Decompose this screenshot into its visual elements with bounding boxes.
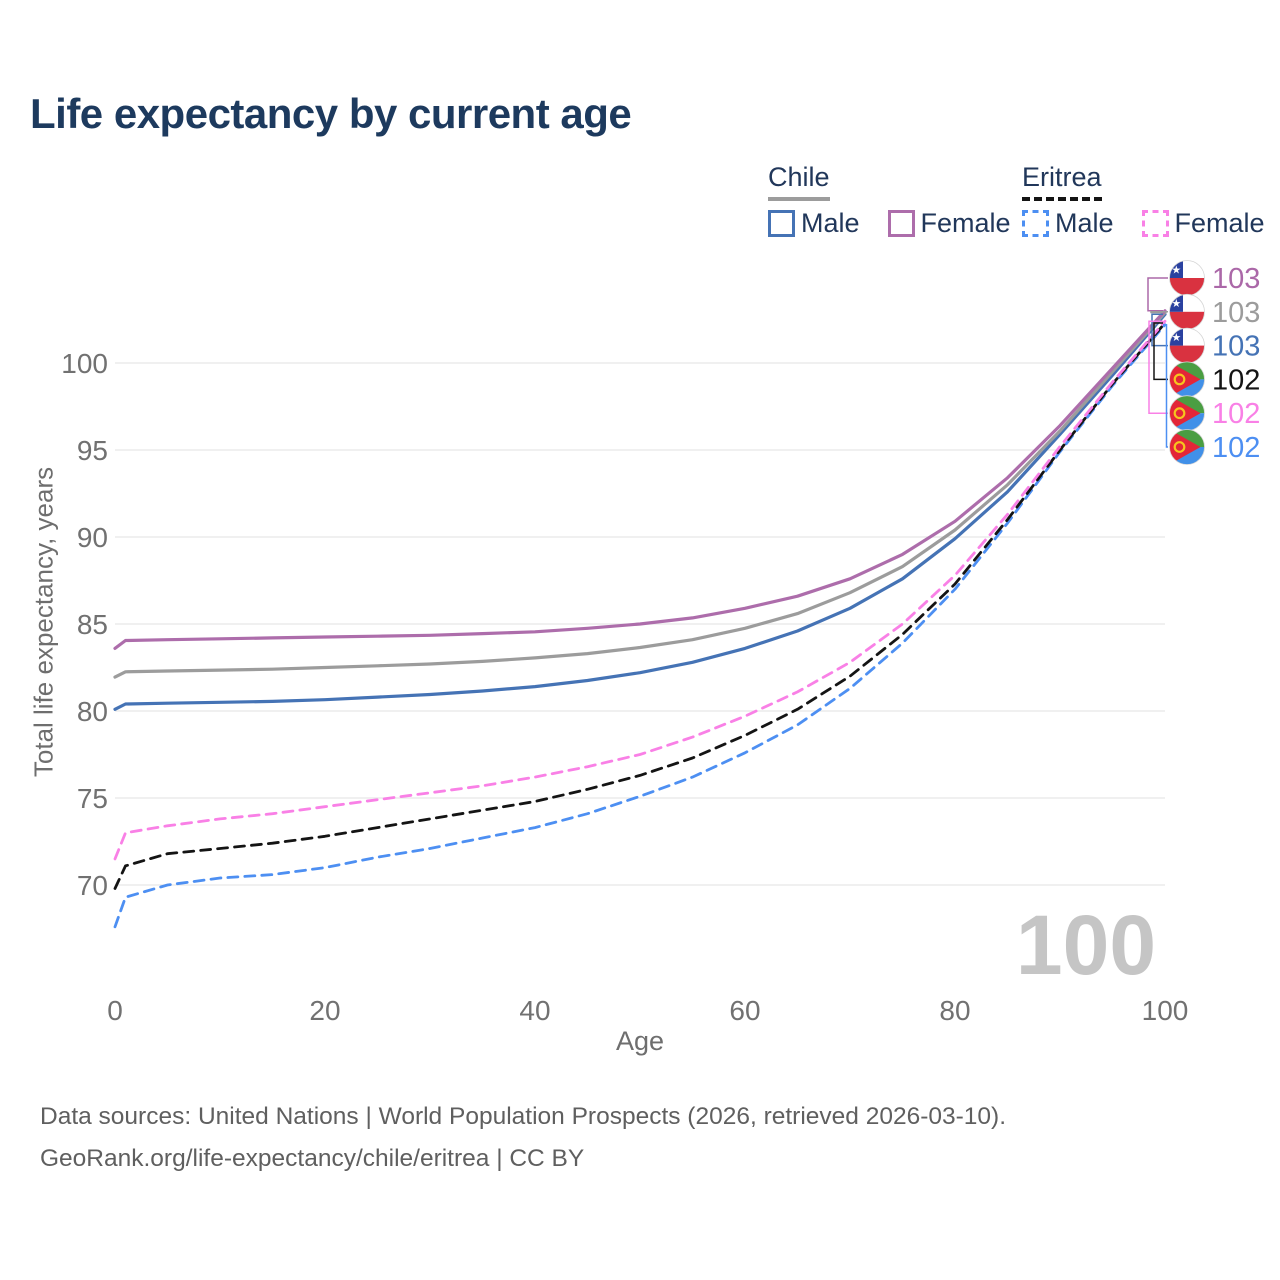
- label-leader-line: [1148, 320, 1168, 414]
- chile-flag-icon: ★: [1169, 260, 1205, 296]
- x-tick-label: 0: [107, 995, 123, 1026]
- y-tick-label: 70: [77, 870, 108, 901]
- y-tick-label: 80: [77, 696, 108, 727]
- series-line-eritrea[interactable]: [113, 321, 1167, 890]
- end-value-label: 103: [1212, 297, 1260, 329]
- legend-item-eritrea-female[interactable]: Female: [1141, 208, 1265, 239]
- chile-male-swatch-icon: [768, 210, 795, 237]
- y-tick-label: 90: [77, 522, 108, 553]
- x-axis-title: Age: [615, 1026, 665, 1056]
- y-tick-label: 85: [77, 609, 108, 640]
- data-sources-line: Data sources: United Nations | World Pop…: [40, 1103, 1007, 1130]
- footer: Data sources: United Nations | World Pop…: [40, 1096, 1006, 1180]
- label-leader-line: [1150, 311, 1168, 314]
- eritrea-flag-icon: [1169, 361, 1205, 398]
- x-tick-label: 20: [309, 995, 340, 1026]
- legend-country-eritrea: Eritrea: [1022, 162, 1102, 201]
- y-tick-label: 75: [77, 783, 108, 814]
- eritrea-male-swatch-icon: [1022, 210, 1049, 237]
- page-title: Life expectancy by current age: [30, 90, 632, 137]
- legend-item-eritrea-male[interactable]: Male: [1022, 208, 1114, 239]
- x-tick-label: 80: [939, 995, 970, 1026]
- series-line-eritrea-female[interactable]: [113, 319, 1167, 861]
- end-value-label: 102: [1212, 364, 1260, 396]
- svg-text:★: ★: [1171, 264, 1181, 276]
- end-value-label: 102: [1212, 398, 1260, 430]
- legend-item-label: Female: [920, 208, 1011, 238]
- eritrea-female-swatch-icon: [1141, 210, 1169, 237]
- eritrea-flag-icon: [1169, 395, 1205, 432]
- x-tick-label: 60: [729, 995, 760, 1026]
- legend-item-label: Male: [1055, 208, 1114, 238]
- attribution-line: GeoRank.org/life-expectancy/chile/eritre…: [40, 1145, 585, 1172]
- svg-text:★: ★: [1171, 298, 1181, 310]
- legend-item-chile-female[interactable]: Female: [887, 208, 1011, 239]
- eritrea-flag-icon: [1169, 429, 1205, 465]
- end-value-label: 103: [1212, 263, 1260, 295]
- series-line-eritrea-male[interactable]: [113, 323, 1167, 929]
- series-line-chile[interactable]: [113, 310, 1167, 679]
- end-value-label: 103: [1212, 331, 1260, 363]
- y-tick-label: 95: [77, 435, 108, 466]
- legend-item-chile-male[interactable]: Male: [768, 208, 860, 239]
- chile-flag-icon: ★: [1169, 293, 1205, 330]
- legend: Chile Male Female Eritrea Male Female: [0, 0, 1280, 250]
- chile-flag-icon: ★: [1169, 327, 1205, 364]
- legend-group-chile: Chile Male Female: [768, 162, 1011, 239]
- label-leader-line: [1147, 277, 1168, 312]
- label-leader-line: [1151, 313, 1168, 347]
- chile-female-swatch-icon: [887, 210, 915, 237]
- x-tick-label: 100: [1142, 995, 1189, 1026]
- label-leader-line: [1153, 322, 1168, 381]
- legend-group-eritrea: Eritrea Male Female: [1022, 162, 1265, 239]
- y-tick-label: 100: [61, 348, 108, 379]
- svg-text:★: ★: [1171, 332, 1181, 344]
- legend-item-label: Male: [801, 208, 860, 238]
- series-line-chile-female[interactable]: [113, 309, 1167, 651]
- x-tick-label: 40: [519, 995, 550, 1026]
- label-leader-line: [1163, 323, 1168, 448]
- series-line-chile-male[interactable]: [113, 312, 1167, 711]
- legend-item-label: Female: [1174, 208, 1265, 238]
- legend-country-chile: Chile: [768, 162, 830, 201]
- end-value-label: 102: [1212, 432, 1260, 464]
